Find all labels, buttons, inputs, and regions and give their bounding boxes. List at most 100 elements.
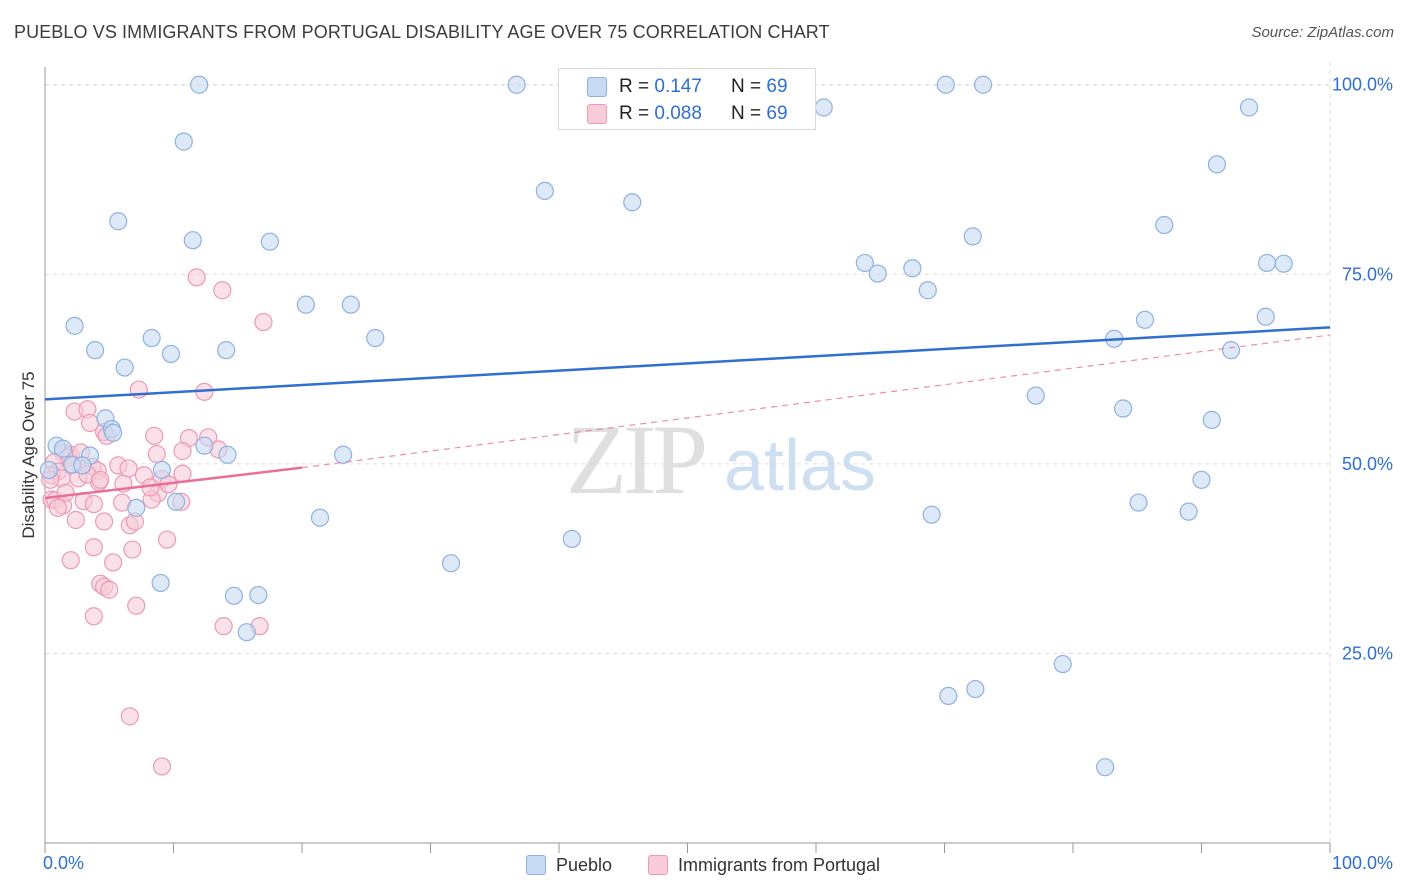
stats-n-portugal: N = 69 [731,103,788,125]
point-pueblo [441,554,461,573]
point-pueblo [623,193,642,212]
point-pueblo [1239,98,1259,117]
point-pueblo [903,259,922,278]
stats-r-label: R = [619,76,655,97]
y-tick-label: 50.0% [1342,454,1393,474]
point-pueblo [1096,758,1115,777]
stats-n-value: 69 [766,76,788,97]
point-portugal [213,281,232,300]
stats-n-value: 69 [766,103,788,124]
legend-entry-portugal[interactable]: Immigrants from Portugal [648,855,880,876]
tick-labels: 25.0% 50.0% 75.0% 100.0% 0.0% 100.0% [43,75,1393,873]
point-pueblo [195,436,214,455]
point-pueblo [53,439,73,458]
point-portugal [84,494,103,514]
point-portugal [145,426,164,445]
point-pueblo [1053,654,1072,674]
point-pueblo [966,679,985,699]
point-pueblo [115,358,134,377]
point-portugal [84,607,103,626]
point-pueblo [1256,307,1275,326]
point-pueblo [237,623,256,642]
point-portugal [152,757,172,776]
point-pueblo [260,232,279,251]
point-pueblo [366,328,385,348]
point-pueblo [1192,470,1211,489]
point-portugal [147,444,166,464]
point-pueblo [217,341,236,360]
y-tick-label: 25.0% [1342,643,1393,663]
point-portugal [157,530,177,549]
stats-r-value: 0.147 [654,76,702,97]
point-pueblo [296,295,315,314]
point-pueblo [104,423,123,442]
point-pueblo [1026,386,1045,405]
watermark-atlas: atlas [724,426,876,506]
point-pueblo [341,295,360,314]
point-pueblo [190,75,209,94]
point-pueblo [963,227,982,246]
point-pueblo [218,445,237,464]
point-pueblo [562,529,581,549]
point-pueblo [1221,341,1241,360]
point-pueblo [310,508,330,527]
point-portugal [104,553,123,572]
point-pueblo [224,586,243,605]
stats-r-pueblo: R = 0.147 [619,76,702,98]
point-pueblo [1179,502,1198,521]
point-pueblo [1274,254,1293,273]
point-portugal [91,470,110,489]
y-tick-label: 100.0% [1332,75,1393,95]
point-pueblo [1155,215,1174,235]
point-portugal [48,498,67,517]
point-portugal [127,596,146,615]
point-portugal [214,617,233,636]
stats-r-value: 0.088 [654,103,702,124]
stats-legend: R = 0.147 N = 69 R = 0.088 N = 69 [558,68,816,130]
point-pueblo [1257,253,1277,273]
point-pueblo [973,75,993,94]
point-pueblo [936,75,955,94]
trend-line-pueblo [44,326,1331,401]
stats-n-label: N = [731,103,767,124]
point-pueblo [507,75,526,94]
point-portugal [120,707,139,726]
stats-r-portugal: R = 0.088 [619,103,702,125]
chart-title: PUEBLO VS IMMIGRANTS FROM PORTUGAL DISAB… [14,22,830,42]
point-portugal [173,464,192,483]
legend-entry-pueblo[interactable]: Pueblo [525,855,612,876]
point-pueblo [535,181,554,201]
point-pueblo [152,460,172,480]
point-pueblo [166,492,186,511]
point-pueblo [109,212,128,231]
bottom-legend: Pueblo Immigrants from Portugal [0,852,1406,878]
point-pueblo [918,281,937,300]
point-pueblo [1129,493,1148,512]
point-portugal [66,510,85,530]
watermark: ZIP atlas [566,404,876,515]
point-pueblo [249,585,268,605]
axes [44,67,1331,853]
stats-swatch-pueblo [587,77,607,97]
stats-n-label: N = [731,76,767,97]
point-portugal [187,268,206,287]
point-portugal [95,512,114,531]
point-pueblo [161,344,181,364]
point-portugal [100,580,119,599]
point-pueblo [142,328,161,348]
x-tick-label: 100.0% [1332,853,1393,873]
point-pueblo [855,253,874,273]
trend-line-portugal [44,466,303,500]
point-pueblo [174,132,193,151]
legend-label-portugal: Immigrants from Portugal [678,854,881,875]
point-pueblo [334,445,353,464]
point-pueblo [73,456,92,475]
point-pueblo [1135,310,1155,329]
y-tick-label: 75.0% [1342,264,1393,284]
trend-line-portugal-extension [301,334,1331,469]
point-pueblo [868,264,887,283]
legend-swatch-portugal [648,855,668,875]
stats-r-label: R = [619,103,655,124]
point-pueblo [151,573,170,593]
